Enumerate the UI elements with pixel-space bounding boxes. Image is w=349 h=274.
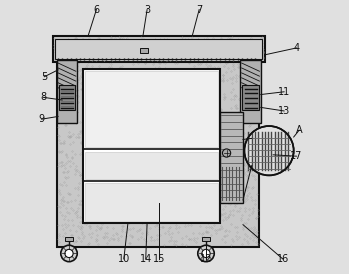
Text: 12: 12	[200, 254, 212, 264]
Bar	[85, 152, 217, 179]
Bar	[220, 112, 243, 203]
Text: A: A	[296, 125, 303, 135]
Text: 17: 17	[290, 151, 303, 161]
Bar	[140, 48, 148, 53]
Bar	[240, 60, 261, 123]
Bar	[85, 71, 217, 147]
Bar	[55, 39, 262, 59]
Bar	[85, 183, 217, 221]
Text: 5: 5	[41, 72, 47, 82]
Text: 9: 9	[38, 114, 45, 124]
Text: 11: 11	[278, 87, 290, 97]
Bar	[59, 85, 75, 110]
Text: 13: 13	[278, 106, 290, 116]
Text: 4: 4	[294, 43, 299, 53]
Text: 3: 3	[144, 5, 150, 15]
Text: 7: 7	[196, 5, 202, 15]
Bar	[57, 60, 77, 123]
Circle shape	[65, 249, 73, 258]
Text: 8: 8	[40, 92, 46, 102]
Circle shape	[61, 245, 77, 262]
Text: 6: 6	[93, 5, 99, 15]
Circle shape	[244, 126, 294, 175]
Bar	[243, 85, 259, 110]
Circle shape	[222, 149, 231, 157]
Text: 10: 10	[118, 254, 130, 264]
Circle shape	[202, 249, 210, 258]
Bar	[202, 237, 210, 241]
Bar	[57, 60, 259, 247]
Text: 14: 14	[140, 254, 152, 264]
Bar	[65, 237, 73, 241]
Text: 15: 15	[153, 254, 166, 264]
Text: 16: 16	[277, 254, 289, 264]
Bar	[83, 68, 220, 223]
Circle shape	[198, 245, 214, 262]
Bar	[53, 36, 265, 62]
